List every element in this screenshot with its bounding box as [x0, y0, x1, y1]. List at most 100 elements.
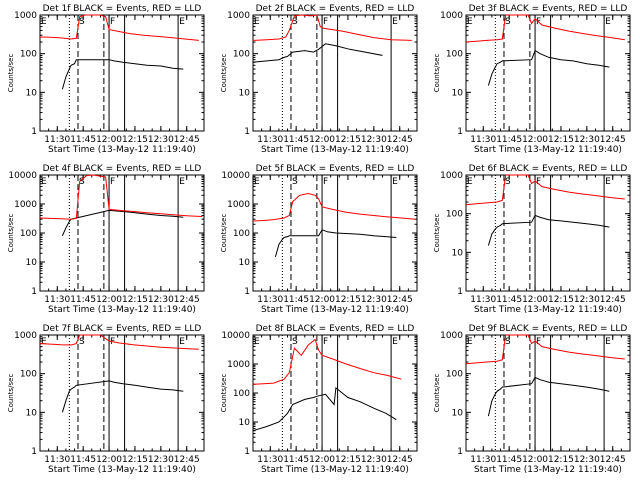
x-axis-label: Start Time (13-May-12 11:19:40) [474, 145, 622, 155]
panel-title: Det 9f BLACK = Events, RED = LLD [469, 324, 628, 334]
y-tick-label: 100 [20, 50, 37, 60]
time-marker-label: E [605, 177, 611, 187]
y-tick-label: 1 [457, 127, 463, 137]
y-tick-label: 10 [452, 408, 464, 418]
time-marker-label: E [179, 177, 185, 187]
y-tick-label: 1 [457, 287, 463, 297]
x-tick-label: 12:00 [522, 455, 548, 465]
time-marker-label: E [467, 17, 473, 27]
time-marker-label: F [323, 17, 328, 27]
y-tick-label: 1000 [440, 171, 463, 181]
series-line [39, 174, 203, 220]
time-marker-label: E [41, 17, 47, 27]
y-tick-label: 1000 [14, 200, 37, 210]
panel-chart: Det 8f BLACK = Events, RED = LLD 1 10 100 10… [220, 324, 418, 475]
series-line [465, 334, 625, 365]
y-tick-label: 1 [457, 447, 463, 457]
y-tick-label: 1000 [227, 11, 250, 21]
y-tick-label: 100 [446, 50, 463, 60]
x-tick-label: 12:45 [600, 295, 626, 305]
y-axis-label: Counts/sec [220, 374, 228, 413]
x-tick-label: 11:30 [44, 295, 70, 305]
y-tick-label: 1000 [440, 11, 463, 21]
time-marker-label: E [41, 337, 47, 347]
series-line [61, 59, 184, 90]
x-tick-label: 12:30 [574, 295, 600, 305]
series-line [487, 376, 610, 417]
x-tick-label: 12:30 [361, 135, 387, 145]
x-axis-label: Start Time (13-May-12 11:19:40) [261, 145, 409, 155]
plot-frame [465, 174, 631, 292]
plot-frame [252, 14, 418, 132]
time-marker-label: F [323, 337, 328, 347]
x-tick-label: 11:45 [70, 295, 96, 305]
plot-frame [465, 14, 631, 132]
x-tick-label: 12:00 [309, 135, 335, 145]
y-tick-label: 10 [452, 88, 464, 98]
x-tick-label: 12:45 [387, 135, 413, 145]
x-tick-label: 12:45 [387, 295, 413, 305]
y-tick-label: 1000 [227, 360, 250, 370]
y-tick-label: 1 [244, 447, 250, 457]
panel-title: Det 7f BLACK = Events, RED = LLD [43, 324, 202, 334]
y-tick-label: 1 [244, 127, 250, 137]
y-tick-label: 1000 [440, 331, 463, 341]
series-line [252, 386, 397, 432]
time-marker-label: S [79, 17, 85, 27]
x-axis-label: Start Time (13-May-12 11:19:40) [261, 465, 409, 475]
series-line [274, 229, 397, 258]
series-line [252, 192, 416, 222]
x-tick-label: 11:45 [283, 455, 309, 465]
x-tick-label: 12:30 [574, 135, 600, 145]
x-tick-label: 11:45 [70, 455, 96, 465]
y-axis-label: Counts/sec [7, 374, 15, 413]
x-tick-label: 11:45 [496, 135, 522, 145]
panel-chart: Det 5f BLACK = Events, RED = LLD 1 10 100 10… [220, 164, 418, 315]
time-marker-label: F [536, 337, 541, 347]
panel-title: Det 2f BLACK = Events, RED = LLD [256, 4, 415, 14]
y-tick-label: 10 [239, 258, 251, 268]
series-line [61, 209, 184, 237]
y-axis-label: Counts/sec [220, 54, 228, 93]
x-tick-label: 12:15 [548, 135, 574, 145]
series-line [39, 334, 199, 350]
time-marker-label: F [110, 177, 115, 187]
x-tick-label: 12:00 [96, 295, 122, 305]
time-marker-label: S [292, 17, 298, 27]
x-tick-label: 11:30 [44, 455, 70, 465]
time-marker-label: E [467, 177, 473, 187]
y-tick-label: 10 [239, 418, 251, 428]
y-tick-label: 1000 [14, 11, 37, 21]
x-tick-label: 12:15 [122, 135, 148, 145]
x-tick-label: 12:15 [122, 295, 148, 305]
panel-chart: Det 2f BLACK = Events, RED = LLD 1 10 100 10… [220, 4, 418, 155]
x-axis-label: Start Time (13-May-12 11:19:40) [261, 305, 409, 315]
y-tick-label: 10 [26, 88, 38, 98]
y-tick-label: 10 [26, 408, 38, 418]
y-axis-label: Counts/sec [220, 214, 228, 253]
x-tick-label: 12:30 [574, 455, 600, 465]
x-tick-label: 12:30 [148, 295, 174, 305]
series-line [465, 14, 625, 43]
x-tick-label: 12:45 [174, 295, 200, 305]
y-tick-label: 10000 [221, 331, 250, 341]
x-tick-label: 12:45 [174, 135, 200, 145]
time-marker-label: S [505, 17, 511, 27]
y-axis-label: Counts/sec [7, 214, 15, 253]
y-axis-label: Counts/sec [433, 374, 441, 413]
x-tick-label: 12:15 [548, 455, 574, 465]
x-tick-label: 11:30 [44, 135, 70, 145]
x-tick-label: 12:15 [548, 295, 574, 305]
x-tick-label: 12:45 [600, 135, 626, 145]
x-tick-label: 12:30 [148, 135, 174, 145]
y-tick-label: 1 [31, 287, 37, 297]
series-line [252, 338, 402, 385]
time-marker-label: E [605, 17, 611, 27]
series-line [61, 380, 184, 413]
x-tick-label: 12:15 [335, 455, 361, 465]
x-tick-label: 11:30 [470, 455, 496, 465]
time-marker-label: S [505, 177, 511, 187]
x-tick-label: 11:45 [496, 295, 522, 305]
time-marker-label: E [392, 17, 398, 27]
time-marker-label: F [323, 177, 328, 187]
